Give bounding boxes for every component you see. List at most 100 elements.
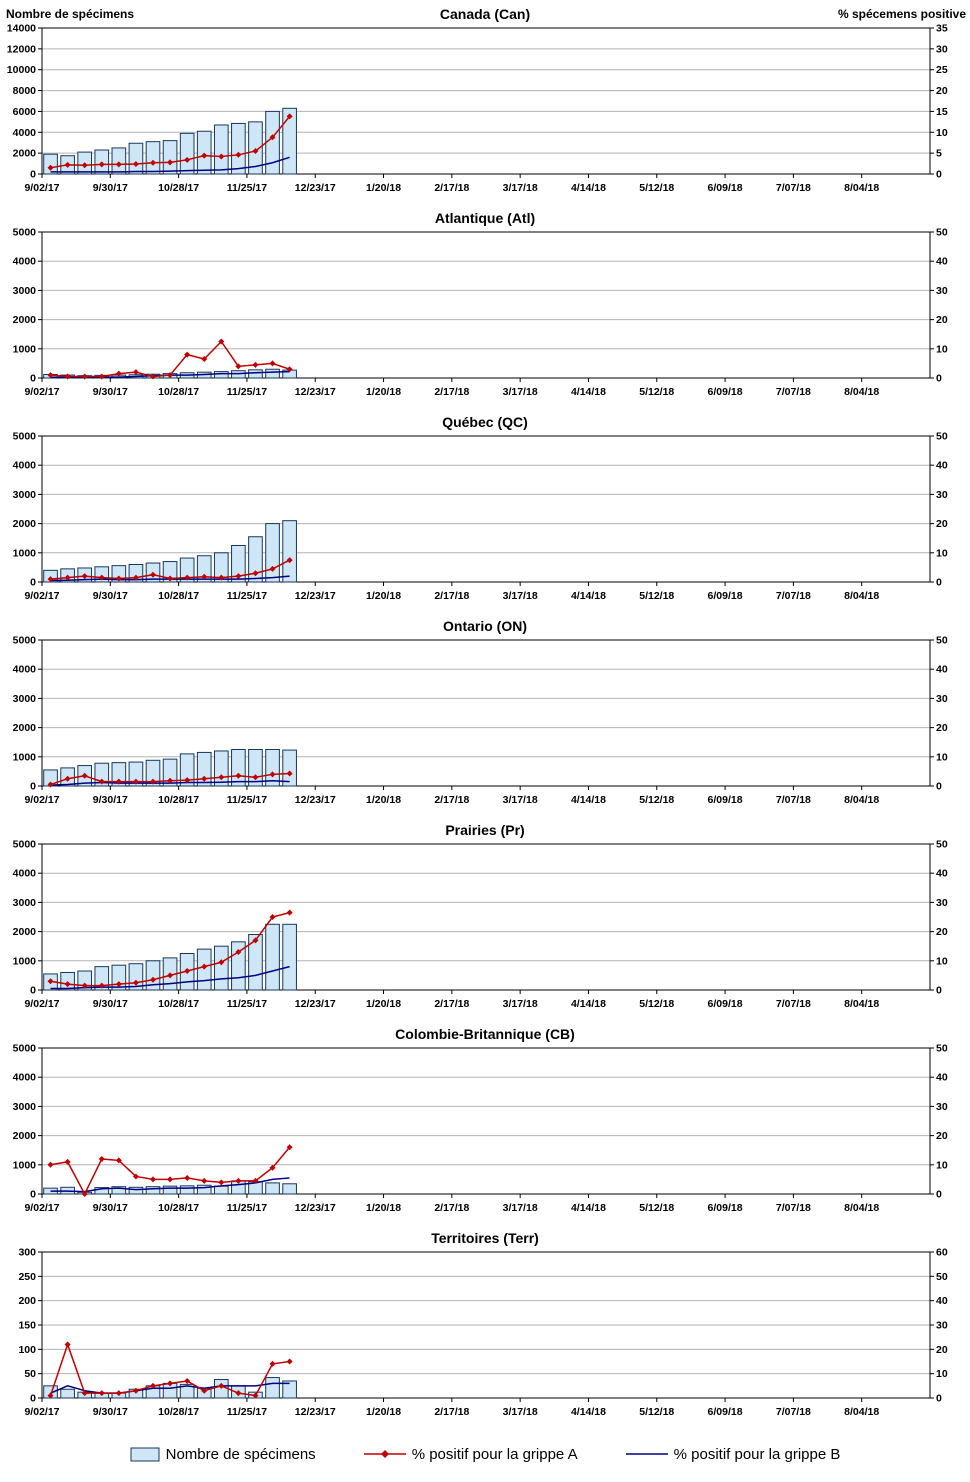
specimen-bar xyxy=(196,1184,212,1195)
grippe-b-line xyxy=(50,1177,290,1193)
right-tick-label: 50 xyxy=(936,228,948,239)
left-tick-label: 0 xyxy=(30,169,36,181)
specimen-bar xyxy=(162,140,178,175)
right-tick-label: 30 xyxy=(936,285,948,297)
specimen-bar xyxy=(145,960,161,991)
specimen-bar xyxy=(111,1186,127,1195)
grippe-a-marker xyxy=(269,360,276,367)
grippe-a-marker xyxy=(64,161,71,168)
grippe-a-marker xyxy=(64,981,71,988)
grippe-a-marker xyxy=(150,976,156,983)
right-tick-label: 20 xyxy=(936,314,948,326)
x-tick-label: 8/04/18 xyxy=(844,182,879,194)
specimen-bar xyxy=(162,561,178,583)
left-tick-label: 2000 xyxy=(13,518,37,530)
specimen-bar xyxy=(94,966,110,991)
specimen-bar xyxy=(265,1377,280,1399)
grippe-a-marker xyxy=(218,959,225,966)
charts-container: Nombre de spécimens % spécemens positive C… xyxy=(0,4,970,1432)
x-tick-label: 1/20/18 xyxy=(366,794,401,806)
x-tick-label: 1/20/18 xyxy=(366,1406,401,1418)
specimen-bar xyxy=(231,545,246,583)
grippe-a-marker xyxy=(98,778,105,785)
right-tick-label: 10 xyxy=(936,751,948,763)
x-tick-label: 12/23/17 xyxy=(295,1406,336,1418)
grippe-a-marker xyxy=(150,778,156,785)
x-tick-label: 9/30/17 xyxy=(93,998,128,1010)
specimen-bar xyxy=(248,369,263,379)
right-tick-label: 20 xyxy=(936,1344,948,1356)
x-tick-label: 8/04/18 xyxy=(844,998,879,1010)
grippe-a-marker xyxy=(47,372,54,379)
x-tick-label: 1/20/18 xyxy=(366,998,401,1010)
legend-item-grippe-b: % positif pour la grippe B xyxy=(625,1446,840,1463)
grippe-a-marker xyxy=(167,777,174,784)
grippe-a-marker xyxy=(201,963,208,970)
specimen-bar xyxy=(213,750,229,787)
grippe-b-line-icon xyxy=(625,1453,668,1455)
right-tick-label: 0 xyxy=(936,781,942,793)
right-tick-label: 30 xyxy=(936,43,948,55)
x-tick-label: 1/20/18 xyxy=(366,590,401,602)
x-tick-label: 4/14/18 xyxy=(571,182,606,194)
grippe-a-marker xyxy=(167,972,174,979)
specimen-bar xyxy=(248,121,263,175)
right-tick-label: 60 xyxy=(936,1248,948,1259)
grippe-a-marker xyxy=(201,152,208,159)
left-tick-label: 5000 xyxy=(13,840,37,851)
x-tick-label: 4/14/18 xyxy=(571,794,606,806)
chart-title: Canada (Can) xyxy=(439,6,531,22)
chart-title: Atlantique (Atl) xyxy=(434,210,536,226)
specimen-bar xyxy=(145,141,161,175)
x-tick-label: 12/23/17 xyxy=(295,386,336,398)
right-tick-label: 30 xyxy=(936,489,948,501)
grippe-a-marker xyxy=(81,772,88,779)
legend-label-grippe-a: % positif pour la grippe A xyxy=(411,1445,578,1463)
left-tick-label: 1000 xyxy=(13,1159,37,1171)
right-tick-label: 40 xyxy=(936,1072,948,1084)
x-tick-label: 10/28/17 xyxy=(158,386,199,398)
right-tick-label: 40 xyxy=(936,664,948,676)
grippe-a-marker xyxy=(286,909,293,916)
grippe-a-marker xyxy=(167,159,174,166)
right-tick-label: 35 xyxy=(936,24,948,35)
right-tick-label: 30 xyxy=(936,897,948,909)
left-tick-label: 2000 xyxy=(13,1130,37,1142)
x-tick-label: 6/09/18 xyxy=(708,1406,743,1418)
plot-border xyxy=(41,27,931,175)
right-tick-label: 0 xyxy=(936,1189,942,1201)
x-tick-label: 11/25/17 xyxy=(227,998,267,1010)
grippe-a-marker xyxy=(235,1177,242,1184)
bar-swatch-icon xyxy=(130,1447,160,1461)
grippe-a-marker xyxy=(235,1390,242,1397)
plot-border xyxy=(41,1047,931,1195)
x-tick-label: 7/07/18 xyxy=(776,998,811,1010)
chart-4: Ontario (ON) 0 1000 2000 3000 4000 5000 0 10 20 30… xyxy=(0,616,970,820)
x-tick-label: 12/23/17 xyxy=(295,590,336,602)
grippe-a-marker xyxy=(47,164,54,171)
left-tick-label: 5000 xyxy=(13,432,37,443)
right-tick-label: 50 xyxy=(936,1271,948,1283)
chart-canvas: 0 1000 2000 3000 4000 5000 0 10 20 30 40 50 9/02/17 9… xyxy=(13,635,948,807)
x-tick-label: 5/12/18 xyxy=(639,998,674,1010)
specimen-bar xyxy=(231,749,246,787)
grippe-a-marker xyxy=(64,775,71,782)
x-tick-label: 7/07/18 xyxy=(776,1202,811,1214)
chart-title: Ontario (ON) xyxy=(443,618,527,634)
left-tick-label: 2000 xyxy=(13,722,37,734)
specimen-bar xyxy=(162,758,178,787)
x-tick-label: 7/07/18 xyxy=(776,794,811,806)
grippe-a-line-icon xyxy=(363,1450,406,1458)
left-tick-label: 0 xyxy=(30,577,36,589)
right-tick-label: 50 xyxy=(936,840,948,851)
specimen-bar xyxy=(213,945,229,991)
grippe-a-marker xyxy=(167,1176,174,1183)
grippe-a-marker xyxy=(150,373,156,380)
x-tick-label: 5/12/18 xyxy=(639,590,674,602)
x-tick-label: 9/02/17 xyxy=(24,1202,59,1214)
right-tick-label: 20 xyxy=(936,85,948,97)
specimen-bar xyxy=(282,923,297,991)
x-tick-label: 9/02/17 xyxy=(24,998,59,1010)
x-tick-label: 11/25/17 xyxy=(227,386,267,398)
grippe-a-marker xyxy=(98,574,105,581)
